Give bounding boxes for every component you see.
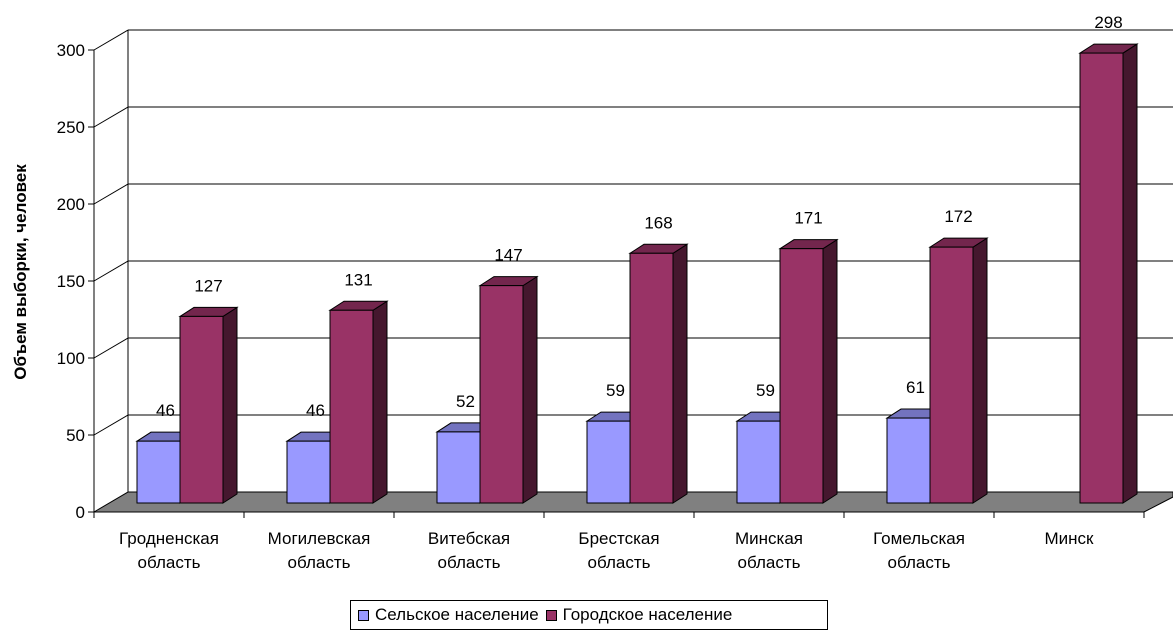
bar — [479, 285, 524, 504]
bar — [736, 420, 781, 504]
legend: Сельское население Городское население — [350, 600, 828, 630]
category-label-line: область — [288, 553, 351, 572]
category-label-line: Могилевская — [268, 529, 371, 548]
gridline-depth — [93, 29, 129, 51]
bar-side — [522, 275, 538, 504]
bar — [1079, 52, 1124, 504]
gridline-depth — [93, 183, 129, 205]
data-label: 171 — [794, 209, 822, 228]
y-tick-label: 200 — [57, 195, 85, 214]
legend-item-rural: Сельское население — [358, 605, 539, 625]
category-label: Минская область — [735, 529, 803, 572]
legend-label-rural: Сельское население — [375, 605, 539, 624]
y-tick-label: 0 — [76, 503, 85, 522]
labels: 0 50 100 150 200 250 300 46 127 Гродненская област… — [57, 13, 1123, 572]
category-label: Гродненская область — [119, 529, 219, 572]
bar — [179, 315, 224, 504]
data-label: 147 — [494, 246, 522, 265]
gridline-depth — [93, 260, 129, 282]
bar — [779, 248, 824, 504]
legend-item-urban: Городское население — [545, 605, 733, 625]
category-label: Витебская область — [428, 529, 510, 572]
axes — [88, 49, 1145, 518]
data-label: 168 — [644, 213, 672, 232]
bar — [586, 420, 631, 504]
bar — [886, 417, 931, 504]
category-label-line: Гродненская — [119, 529, 219, 548]
bar — [629, 252, 674, 504]
y-tick-label: 50 — [66, 426, 85, 445]
y-tick-label: 300 — [57, 41, 85, 60]
legend-label-urban: Городское население — [562, 605, 733, 624]
legend-swatch-urban — [545, 609, 557, 621]
category-label-line: область — [888, 553, 951, 572]
bar-side — [372, 300, 388, 504]
bar-side — [222, 306, 238, 504]
bar — [929, 246, 974, 504]
y-tick-label: 250 — [57, 118, 85, 137]
category-label: Гомельская область — [873, 529, 965, 572]
category-label-line: область — [138, 553, 201, 572]
category-label: Минск — [1045, 529, 1095, 548]
data-label: 61 — [906, 378, 925, 397]
data-label: 46 — [306, 401, 325, 420]
data-label: 298 — [1094, 13, 1122, 32]
bar-side — [672, 243, 688, 504]
category-label-line: область — [438, 553, 501, 572]
bar-side — [1122, 43, 1138, 504]
data-label: 172 — [944, 207, 972, 226]
legend-swatch-rural — [358, 609, 369, 621]
category-label-line: область — [738, 553, 801, 572]
category-label-line: область — [588, 553, 651, 572]
bar — [436, 431, 481, 504]
data-label: 46 — [156, 401, 175, 420]
y-tick-label: 150 — [57, 272, 85, 291]
data-label: 59 — [606, 381, 625, 400]
gridline-depth — [93, 414, 129, 436]
y-axis-label: Объем выборки, человек — [11, 164, 30, 380]
category-label-line: Минск — [1045, 529, 1095, 548]
data-label: 131 — [344, 270, 372, 289]
data-label: 127 — [194, 276, 222, 295]
bar-side — [972, 237, 988, 504]
y-tick-label: 100 — [57, 349, 85, 368]
category-label-line: Гомельская — [873, 529, 965, 548]
category-label-line: Брестская — [578, 529, 659, 548]
bar — [136, 440, 181, 504]
category-label-line: Минская — [735, 529, 803, 548]
bar — [286, 440, 331, 504]
category-label: Брестская область — [578, 529, 659, 572]
bars — [135, 43, 1139, 504]
data-label: 59 — [756, 381, 775, 400]
category-label-line: Витебская — [428, 529, 510, 548]
bar-side — [822, 238, 838, 504]
gridline-depth — [93, 106, 129, 128]
bar — [329, 309, 374, 504]
category-label: Могилевская область — [268, 529, 371, 572]
gridline-depth — [93, 337, 129, 359]
data-label: 52 — [456, 392, 475, 411]
